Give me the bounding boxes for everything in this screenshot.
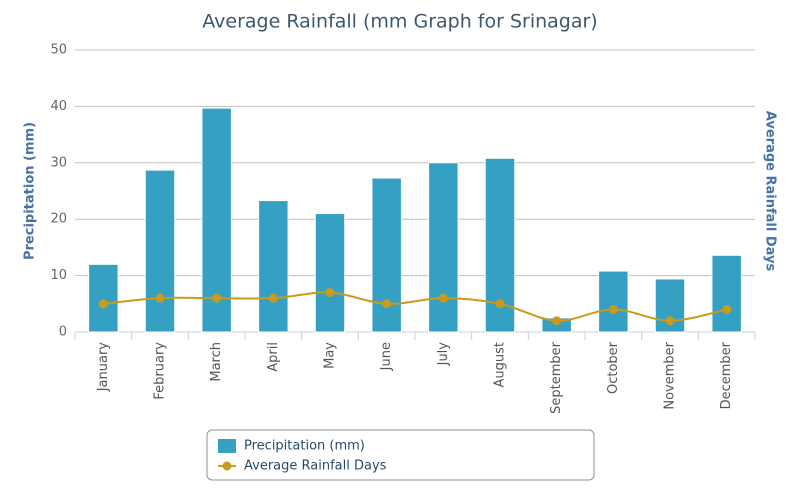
bar bbox=[711, 254, 742, 333]
x-tick-label: February bbox=[153, 342, 168, 400]
y-tick-label: 40 bbox=[50, 99, 67, 114]
chart-title: Average Rainfall (mm Graph for Srinagar) bbox=[202, 11, 597, 33]
x-tick-label: July bbox=[436, 342, 451, 367]
point bbox=[155, 293, 165, 303]
point bbox=[382, 299, 392, 309]
y-tick-label: 0 bbox=[59, 325, 67, 340]
point bbox=[325, 288, 335, 298]
x-tick-label: August bbox=[493, 342, 508, 388]
y-tick-label: 30 bbox=[50, 155, 67, 170]
point bbox=[98, 299, 108, 309]
y-tick-label: 10 bbox=[50, 268, 67, 283]
bar bbox=[371, 177, 402, 333]
legend-label: Average Rainfall Days bbox=[244, 459, 387, 474]
x-tick-label: December bbox=[719, 341, 734, 409]
point bbox=[608, 304, 618, 314]
point bbox=[268, 293, 278, 303]
x-tick-label: June bbox=[379, 342, 394, 371]
bar bbox=[314, 213, 346, 333]
point bbox=[665, 316, 675, 326]
point bbox=[438, 293, 448, 303]
point bbox=[552, 316, 562, 326]
bar bbox=[144, 169, 176, 333]
x-tick-label: April bbox=[266, 342, 281, 372]
x-tick-label: October bbox=[606, 341, 621, 394]
legend-box bbox=[206, 429, 595, 481]
bar bbox=[428, 162, 459, 333]
x-tick-label: January bbox=[96, 342, 111, 393]
point bbox=[495, 299, 505, 309]
point bbox=[722, 304, 732, 314]
bar bbox=[88, 263, 119, 333]
bar bbox=[258, 200, 289, 333]
legend-swatch bbox=[222, 461, 232, 471]
point bbox=[212, 293, 222, 303]
legend-swatch bbox=[218, 439, 236, 453]
bar bbox=[598, 270, 629, 333]
y-axis-title: Precipitation (mm) bbox=[23, 122, 38, 260]
line bbox=[103, 291, 727, 322]
x-tick-label: September bbox=[549, 341, 564, 414]
x-tick-label: November bbox=[663, 341, 678, 409]
y2-axis-title: Average Rainfall Days bbox=[763, 111, 778, 272]
y-tick-label: 20 bbox=[50, 212, 67, 227]
y-tick-label: 50 bbox=[50, 43, 67, 58]
legend-label: Precipitation (mm) bbox=[244, 439, 365, 454]
x-tick-label: May bbox=[323, 342, 338, 369]
x-tick-label: March bbox=[209, 342, 224, 382]
